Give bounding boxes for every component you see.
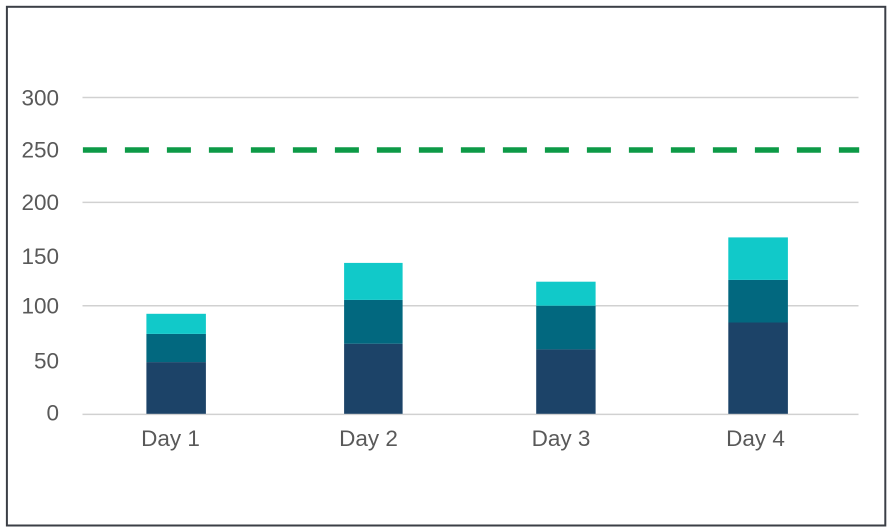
svg-text:Day 3: Day 3 xyxy=(532,426,591,451)
svg-text:100: 100 xyxy=(21,294,59,319)
svg-text:Day 1: Day 1 xyxy=(141,426,200,451)
svg-text:50: 50 xyxy=(34,349,59,374)
svg-text:Day 4: Day 4 xyxy=(726,426,785,451)
svg-text:0: 0 xyxy=(46,401,59,426)
svg-text:200: 200 xyxy=(21,190,59,215)
svg-text:250: 250 xyxy=(21,137,59,162)
svg-text:150: 150 xyxy=(21,244,59,269)
svg-text:Day 2: Day 2 xyxy=(339,426,398,451)
svg-text:300: 300 xyxy=(21,85,59,110)
